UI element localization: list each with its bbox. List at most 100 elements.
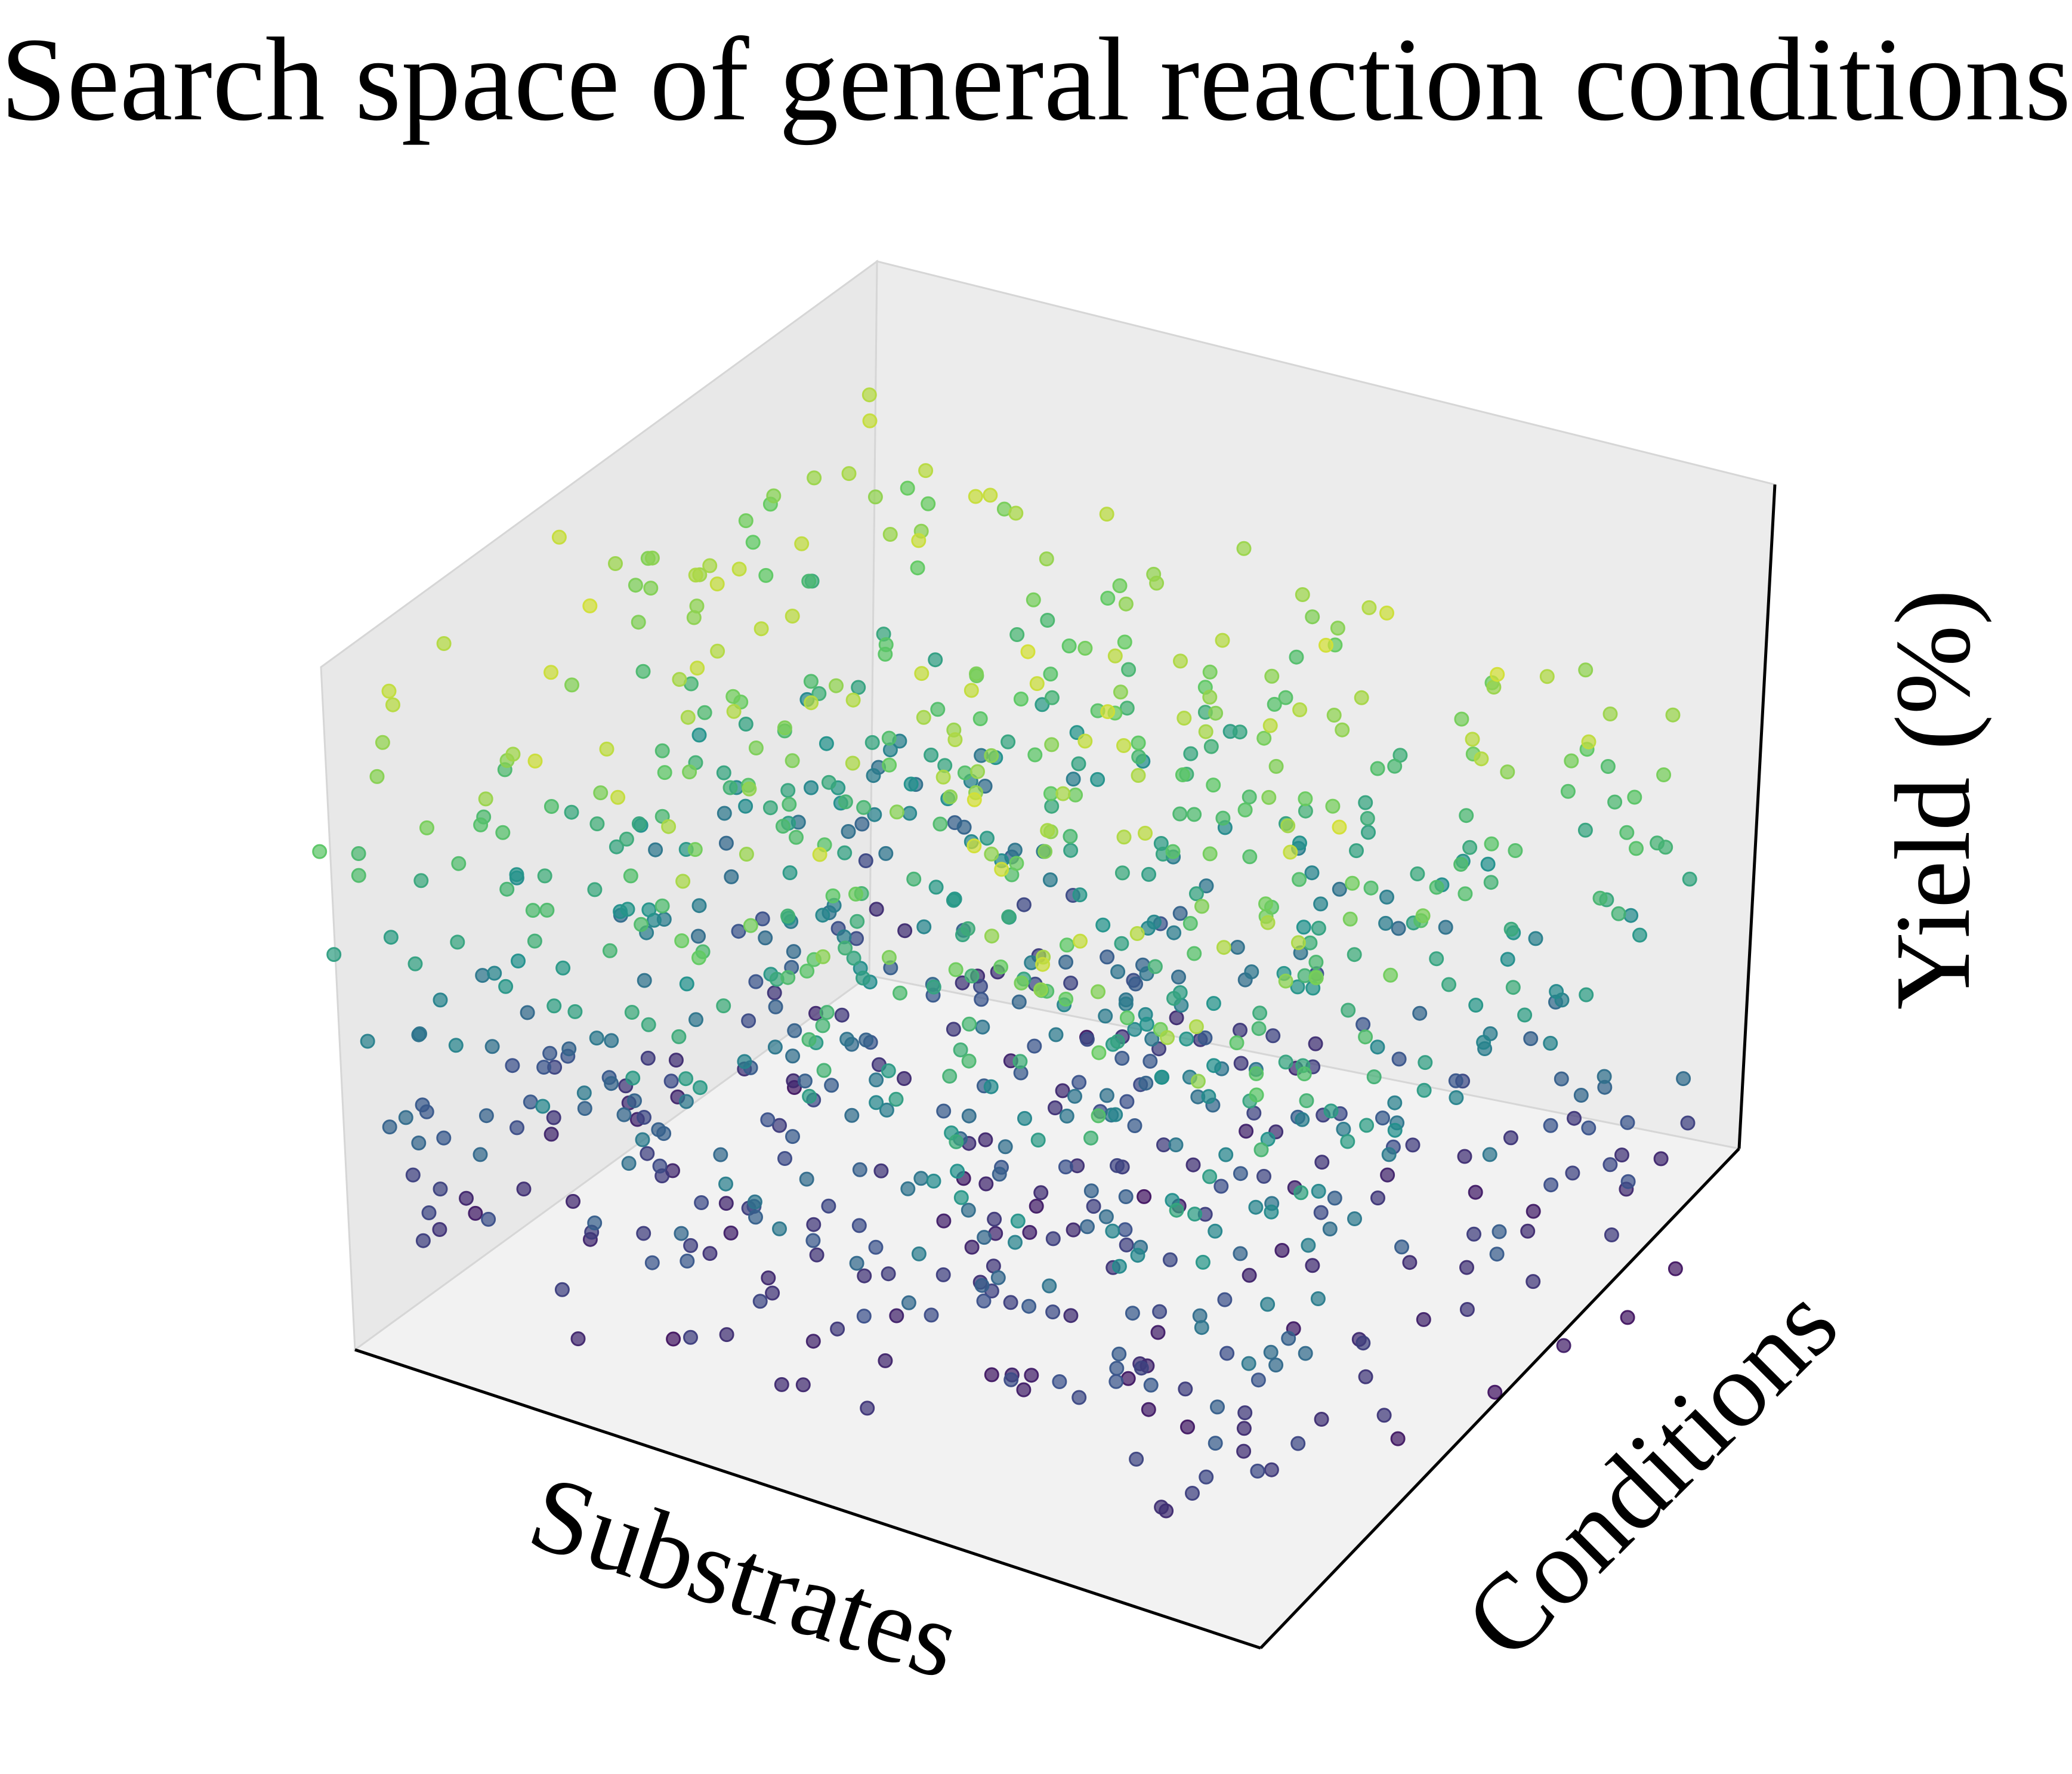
scatter-point	[668, 1053, 684, 1068]
scatter-point	[742, 781, 757, 797]
scatter-point	[1517, 1007, 1533, 1023]
scatter-point	[1627, 789, 1642, 805]
scatter-point	[375, 735, 390, 750]
scatter-point	[683, 1238, 699, 1253]
scatter-point	[983, 488, 998, 503]
scatter-point	[1121, 662, 1137, 677]
scatter-point	[536, 1060, 552, 1075]
scatter-point	[539, 902, 555, 918]
scatter-point	[1459, 1260, 1474, 1275]
scatter-point	[916, 709, 931, 725]
scatter-point	[631, 615, 646, 630]
scatter-point	[509, 867, 524, 883]
scatter-point	[1251, 1021, 1267, 1036]
scatter-point	[1260, 1131, 1276, 1147]
scatter-point	[797, 1073, 813, 1089]
scatter-point	[1179, 1031, 1194, 1047]
scatter-point	[1118, 596, 1134, 612]
scatter-point	[1252, 1005, 1268, 1021]
scatter-point	[1267, 696, 1282, 712]
scatter-point	[1459, 1302, 1475, 1317]
scatter-point	[1160, 1030, 1175, 1045]
scatter-point	[737, 1054, 752, 1069]
scatter-point	[625, 1070, 641, 1086]
scatter-point	[1260, 915, 1276, 930]
scatter-point	[1233, 1056, 1249, 1071]
scatter-point	[990, 1270, 1006, 1285]
scatter-point	[1206, 996, 1221, 1011]
scatter-point	[716, 998, 731, 1014]
scatter-point	[789, 829, 804, 845]
scatter-point	[1114, 936, 1129, 951]
scatter-point	[1292, 872, 1307, 887]
scatter-point	[1059, 1108, 1074, 1124]
scatter-point	[1236, 541, 1252, 556]
scatter-point	[1139, 1017, 1154, 1032]
scatter-point	[1237, 802, 1253, 817]
scatter-point	[987, 1211, 1002, 1227]
scatter-point	[1044, 690, 1060, 705]
scatter-point	[801, 573, 817, 589]
scatter-point	[710, 643, 725, 659]
scatter-point	[1014, 975, 1029, 991]
scatter-point	[1183, 746, 1199, 761]
scatter-point	[947, 732, 963, 748]
scatter-point	[879, 1102, 894, 1118]
scatter-point	[741, 1013, 756, 1029]
scatter-point	[1682, 871, 1697, 887]
scatter-point	[1199, 1469, 1214, 1485]
scatter-point	[1579, 987, 1594, 1002]
scatter-point	[1268, 758, 1284, 774]
scatter-point	[1482, 1147, 1497, 1162]
scatter-point	[911, 1246, 927, 1261]
scatter-point	[882, 757, 897, 773]
scatter-point	[864, 735, 880, 750]
scatter-point	[1114, 1051, 1130, 1066]
scatter-point	[702, 1246, 718, 1261]
scatter-point	[859, 1032, 874, 1048]
scatter-point	[1100, 704, 1116, 720]
scatter-point	[1604, 1227, 1619, 1242]
scatter-point	[599, 741, 615, 757]
scatter-point	[1187, 946, 1202, 961]
scatter-point	[975, 1019, 990, 1035]
scatter-point	[946, 893, 961, 908]
scatter-point	[838, 794, 853, 810]
scatter-point	[1412, 1005, 1428, 1021]
scatter-point	[1033, 982, 1048, 998]
scatter-point	[1117, 1222, 1133, 1238]
scatter-point	[932, 816, 948, 832]
scatter-point	[451, 856, 467, 871]
scatter-point	[1098, 1209, 1114, 1224]
scatter-point	[819, 1005, 835, 1020]
scatter-point	[610, 789, 626, 805]
scatter-point	[674, 1226, 689, 1241]
scatter-point	[762, 800, 778, 816]
scatter-point	[499, 881, 515, 897]
scatter-point	[719, 1327, 734, 1343]
scatter-point	[1201, 1089, 1216, 1104]
scatter-point	[1299, 1093, 1314, 1109]
scatter-point	[748, 741, 764, 755]
scatter-point	[691, 898, 707, 914]
scatter-point	[772, 1118, 787, 1133]
scatter-point	[369, 769, 385, 784]
scatter-point	[1169, 1202, 1184, 1218]
scatter-point	[722, 780, 738, 795]
scatter-point	[555, 960, 571, 976]
scatter-point	[1083, 1183, 1099, 1199]
scatter-point	[1144, 1031, 1160, 1047]
scatter-point	[651, 1122, 666, 1137]
scatter-point	[921, 496, 936, 511]
scatter-point	[1063, 829, 1078, 844]
scatter-point	[968, 489, 983, 504]
scatter-point	[1676, 1071, 1691, 1087]
scatter-point	[1263, 1344, 1279, 1360]
scatter-point	[804, 695, 819, 711]
scatter-point	[1379, 889, 1394, 905]
scatter-point	[1011, 994, 1027, 1010]
scatter-point	[326, 947, 342, 962]
scatter-point	[1336, 1121, 1351, 1137]
scatter-point	[1063, 976, 1079, 991]
